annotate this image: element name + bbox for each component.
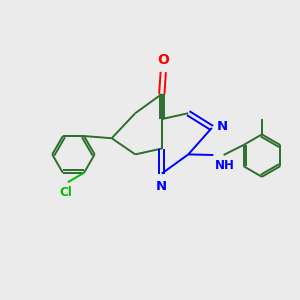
Text: NH: NH	[215, 158, 235, 172]
Text: Cl: Cl	[59, 186, 72, 199]
Text: N: N	[217, 120, 228, 133]
Text: O: O	[157, 53, 169, 67]
Text: N: N	[156, 180, 167, 193]
